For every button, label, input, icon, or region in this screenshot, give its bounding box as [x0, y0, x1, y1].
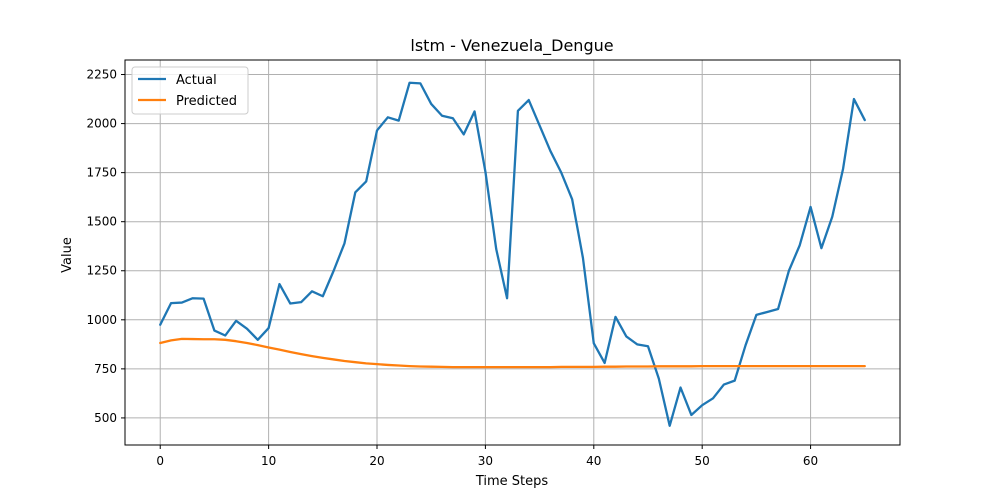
y-tick-label: 1500 [86, 215, 117, 229]
x-tick-label: 0 [156, 454, 164, 468]
x-tick-label: 60 [803, 454, 818, 468]
x-tick-label: 30 [478, 454, 493, 468]
grid-layer [125, 60, 900, 445]
x-tick-label: 10 [261, 454, 276, 468]
y-tick-label: 750 [94, 362, 117, 376]
ticks-layer: 0 10 20 30 40 50 60 500 750 1000 1250 1500 1750 2000 2… [86, 68, 818, 468]
x-tick-label: 40 [586, 454, 601, 468]
y-tick-label: 1250 [86, 264, 117, 278]
y-tick-label: 2000 [86, 117, 117, 131]
x-axis-label: Time Steps [475, 474, 549, 489]
legend-label: Actual [176, 73, 217, 88]
series-line-predicted [159, 337, 866, 369]
series-layer [159, 81, 866, 427]
x-tick-label: 20 [369, 454, 384, 468]
legend: Actual Predicted [131, 66, 249, 115]
y-axis-label: Value [60, 237, 75, 273]
legend-label: Predicted [176, 94, 237, 109]
y-tick-label: 2250 [86, 68, 117, 82]
y-tick-label: 500 [94, 411, 117, 425]
series-line-actual [159, 81, 866, 427]
x-tick-label: 50 [695, 454, 710, 468]
y-tick-label: 1750 [86, 166, 117, 180]
y-tick-label: 1000 [86, 313, 117, 327]
chart-title: lstm - Venezuela_Dengue [410, 36, 613, 56]
plot-frame [124, 59, 901, 446]
